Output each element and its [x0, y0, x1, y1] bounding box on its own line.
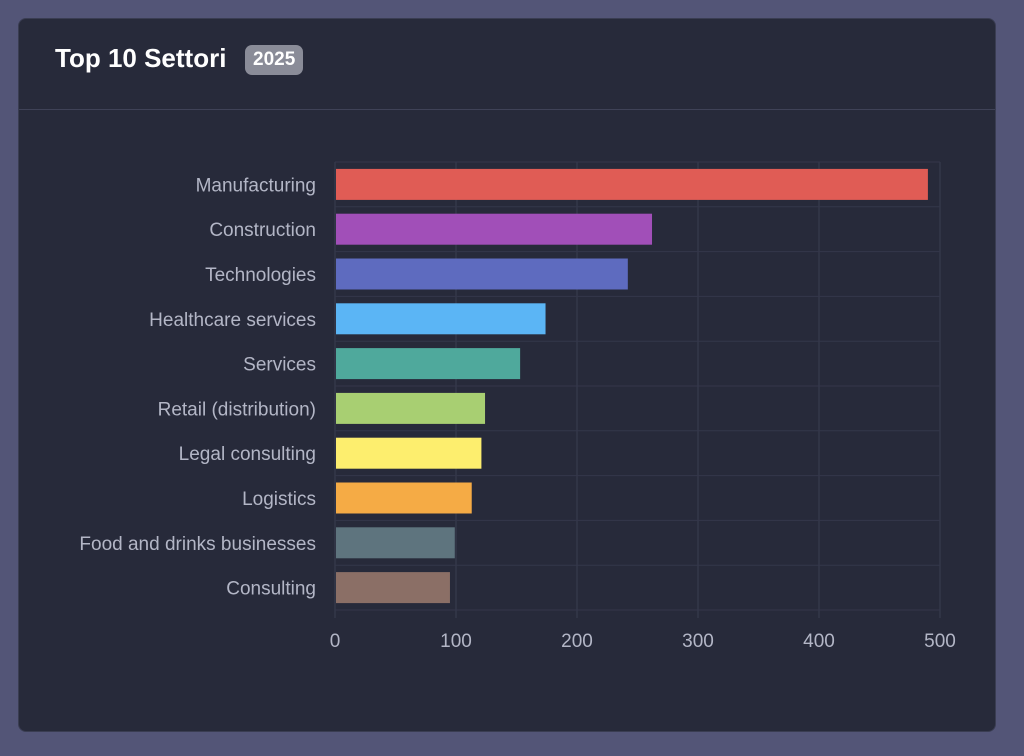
x-tick-label: 300 — [682, 631, 714, 652]
chart-card: Top 10 Settori 2025 Manufacturing Constru… — [18, 18, 996, 732]
bar — [336, 572, 450, 604]
x-tick-label: 400 — [803, 631, 835, 652]
category-label: Services — [243, 355, 316, 376]
category-label: Construction — [209, 220, 316, 241]
x-tick-label: 500 — [924, 631, 956, 652]
x-tick-label: 200 — [561, 631, 593, 652]
bar-chart: Manufacturing Construction Technologies Hea… — [79, 161, 956, 652]
year-badge: 2025 — [245, 45, 304, 75]
bar — [336, 258, 628, 290]
card-title: Top 10 Settori — [55, 43, 227, 73]
category-label: Healthcare services — [149, 310, 316, 331]
bar — [336, 437, 482, 469]
bar — [336, 348, 521, 380]
bar — [336, 392, 486, 424]
bar — [336, 303, 546, 335]
category-label: Logistics — [242, 489, 316, 510]
category-label: Consulting — [226, 579, 316, 600]
x-tick-label: 100 — [440, 631, 472, 652]
bar — [336, 168, 928, 200]
bar — [336, 213, 653, 245]
category-label: Technologies — [205, 265, 316, 286]
bar — [336, 527, 455, 559]
category-label: Food and drinks businesses — [79, 534, 316, 555]
category-label: Legal consulting — [179, 444, 316, 465]
x-tick-label: 0 — [330, 631, 341, 652]
card-header: Top 10 Settori 2025 — [19, 19, 995, 110]
category-label: Retail (distribution) — [158, 399, 316, 420]
bar — [336, 482, 472, 514]
category-label: Manufacturing — [196, 175, 316, 196]
